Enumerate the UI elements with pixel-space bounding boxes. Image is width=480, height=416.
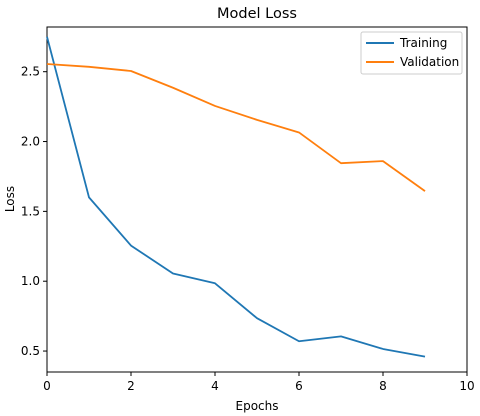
x-tick-label: 8: [379, 379, 387, 393]
y-tick-label: 1.0: [21, 274, 40, 288]
series-line-validation: [46, 63, 426, 192]
legend: Training Validation: [360, 31, 463, 75]
x-tick-label: 2: [127, 379, 135, 393]
legend-label-training: Training: [399, 36, 447, 50]
plot-area: [46, 26, 468, 373]
y-tick-label: 0.5: [21, 344, 40, 358]
y-tick-label: 2.0: [21, 135, 40, 149]
legend-label-validation: Validation: [400, 55, 459, 69]
chart-title: Model Loss: [217, 6, 297, 22]
x-tick-label: 10: [459, 379, 474, 393]
series-line-training: [46, 36, 426, 358]
x-tick-label: 0: [43, 379, 51, 393]
series-layer: [46, 36, 426, 358]
x-axis: 0 2 4 6 8 10: [43, 372, 475, 393]
x-axis-label: Epochs: [236, 399, 279, 413]
x-tick-label: 6: [295, 379, 303, 393]
y-axis: 0.5 1.0 1.5 2.0 2.5: [21, 65, 47, 358]
y-tick-label: 2.5: [21, 65, 40, 79]
y-tick-label: 1.5: [21, 204, 40, 218]
y-axis-label: Loss: [3, 186, 17, 212]
x-tick-label: 4: [211, 379, 219, 393]
